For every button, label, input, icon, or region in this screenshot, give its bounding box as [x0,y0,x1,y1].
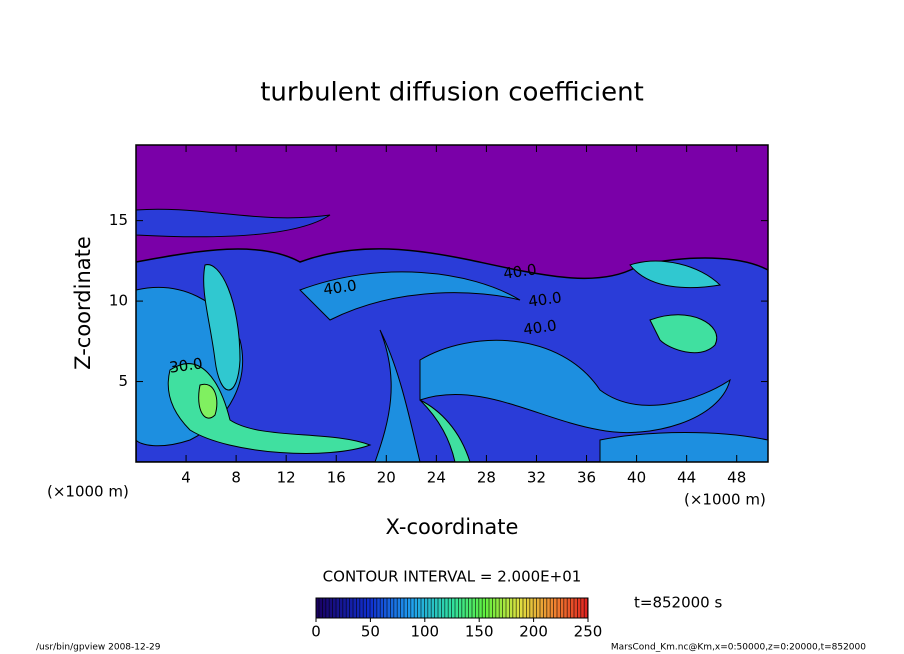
time-label: t=852000 s [634,594,722,612]
field-region [299,271,521,321]
x-tick-label: 16 [327,469,346,487]
x-tick-label: 4 [181,469,191,487]
contour-label: 30.0 [168,354,204,376]
y-tick-label: 5 [118,372,128,390]
plot-frame [135,144,769,463]
field-region [629,260,722,289]
y-unit: (×1000 m) [47,483,129,501]
x-tick-label: 36 [577,469,596,487]
x-tick-label: 40 [627,469,646,487]
colorbar-tick-label: 100 [410,623,439,641]
field-region [374,329,421,462]
x-tick-label: 20 [377,469,396,487]
chart-title: turbulent diffusion coefficient [260,78,644,108]
x-tick-label: 48 [727,469,746,487]
colorbar-tick-label: 250 [574,623,603,641]
field-region [203,264,241,391]
field-region [419,339,731,434]
field-region [599,432,768,462]
field-region [198,383,218,419]
footer-right: MarsCond_Km.nc@Km,x=0:50000,z=0:20000,t=… [611,643,866,653]
y-tick-label: 10 [109,292,128,310]
x-tick-label: 8 [231,469,241,487]
contour-interval: CONTOUR INTERVAL = 2.000E+01 [323,568,582,586]
colorbar-tick-label: 150 [465,623,494,641]
x-tick-label: 32 [527,469,546,487]
x-tick-label: 44 [677,469,696,487]
contour-label: 40.0 [322,276,358,298]
field [136,145,768,462]
x-tick-label: 28 [477,469,496,487]
field-region [167,363,372,454]
x-unit: (×1000 m) [684,491,766,509]
contour-label: 40.0 [522,316,558,338]
x-tick-label: 12 [277,469,296,487]
field-region [419,399,471,462]
contour-labels: 40.0 40.0 40.0 40.0 30.0 [168,260,563,376]
x-tick-label: 24 [427,469,446,487]
colorbar-tick-label: 0 [311,623,321,641]
field-region [649,314,718,354]
colorbar-tick-label: 50 [361,623,380,641]
x-axis-label: X-coordinate [386,515,519,539]
colorbar-stripes [318,598,588,618]
colorbar-tick-label: 200 [519,623,548,641]
y-tick-label: 15 [109,211,128,229]
contour-label: 40.0 [502,260,538,282]
footer-left: /usr/bin/gpview 2008-12-29 [36,643,161,653]
y-axis-label: Z-coordinate [71,236,95,370]
contour-label: 40.0 [527,288,563,310]
field-region [136,208,331,238]
